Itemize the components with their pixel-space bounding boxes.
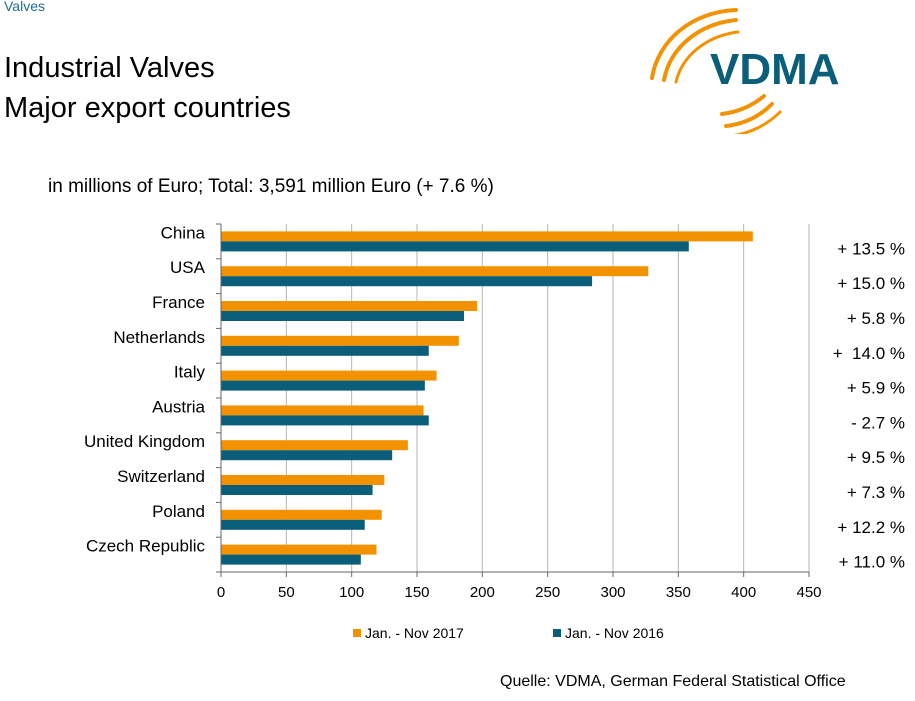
category-label: USA — [170, 258, 206, 277]
bar-2017 — [221, 231, 753, 242]
x-tick-label: 250 — [535, 584, 560, 601]
change-label: + 14.0 % — [833, 344, 905, 363]
change-label: + 11.0 % — [839, 553, 905, 572]
bar-2016 — [221, 345, 429, 356]
labels: 0 50 100 150 200 250 300 350 400 450 China + 13.5 %… — [84, 223, 905, 601]
change-label: + 13.5 % — [837, 239, 905, 258]
section-label: Valves — [4, 0, 45, 14]
category-label: China — [161, 223, 206, 242]
x-tick-label: 200 — [470, 584, 495, 601]
category-label: Czech Republic — [86, 537, 206, 556]
page-title-line-2: Major export countries — [4, 92, 291, 124]
bar-2016 — [221, 311, 465, 321]
category-label: United Kingdom — [84, 432, 205, 451]
bar-2016 — [221, 519, 365, 530]
logo-arcs — [650, 8, 782, 134]
chart-subtitle: in millions of Euro; Total: 3,591 millio… — [48, 176, 494, 197]
change-label: + 5.8 % — [847, 309, 905, 328]
bar-2016 — [221, 415, 429, 426]
bar-2016 — [221, 241, 689, 252]
change-label: + 12.2 % — [837, 518, 905, 537]
bar-2016 — [221, 485, 373, 495]
bar-2017 — [221, 440, 408, 451]
vdma-logo: VDMA — [650, 8, 840, 134]
x-tick-label: 300 — [600, 584, 625, 601]
bar-2016 — [221, 276, 593, 287]
legend: Jan. - Nov 2017 Jan. - Nov 2016 — [353, 625, 664, 641]
axes — [216, 223, 810, 577]
x-tick-label: 350 — [666, 584, 691, 601]
change-label: + 15.0 % — [837, 274, 905, 293]
legend-label: Jan. - Nov 2017 — [365, 625, 464, 641]
x-tick-label: 150 — [404, 584, 429, 601]
source-note: Quelle: VDMA, German Federal Statistical… — [500, 673, 846, 690]
change-label: + 9.5 % — [847, 448, 905, 467]
x-tick-label: 50 — [278, 584, 295, 601]
category-label: Austria — [152, 397, 205, 416]
x-tick-label: 100 — [339, 584, 364, 601]
change-label: + 7.3 % — [847, 483, 905, 502]
category-label: Poland — [152, 502, 205, 521]
page-title-line-1: Industrial Valves — [4, 52, 215, 84]
bar-2017 — [221, 405, 424, 416]
category-label: France — [152, 293, 205, 312]
legend-swatch — [353, 629, 361, 637]
logo-text: VDMA — [710, 45, 840, 94]
bar-2016 — [221, 380, 425, 391]
change-label: + 5.9 % — [847, 379, 905, 398]
bar-2017 — [221, 544, 377, 555]
bar-2017 — [221, 266, 649, 277]
change-label: - 2.7 % — [851, 413, 905, 432]
x-tick-label: 0 — [217, 584, 225, 601]
bar-2017 — [221, 301, 478, 311]
bar-2017 — [221, 370, 437, 381]
bar-2017 — [221, 335, 459, 346]
bars — [221, 231, 753, 565]
x-tick-label: 450 — [796, 584, 821, 601]
category-label: Netherlands — [113, 328, 205, 347]
bar-2017 — [221, 475, 385, 485]
legend-swatch — [553, 629, 561, 637]
bar-2017 — [221, 509, 382, 520]
x-tick-label: 400 — [731, 584, 756, 601]
bar-2016 — [221, 450, 393, 461]
legend-label: Jan. - Nov 2016 — [565, 625, 664, 641]
category-label: Italy — [174, 363, 206, 382]
category-label: Switzerland — [117, 467, 205, 486]
bar-2016 — [221, 554, 361, 565]
